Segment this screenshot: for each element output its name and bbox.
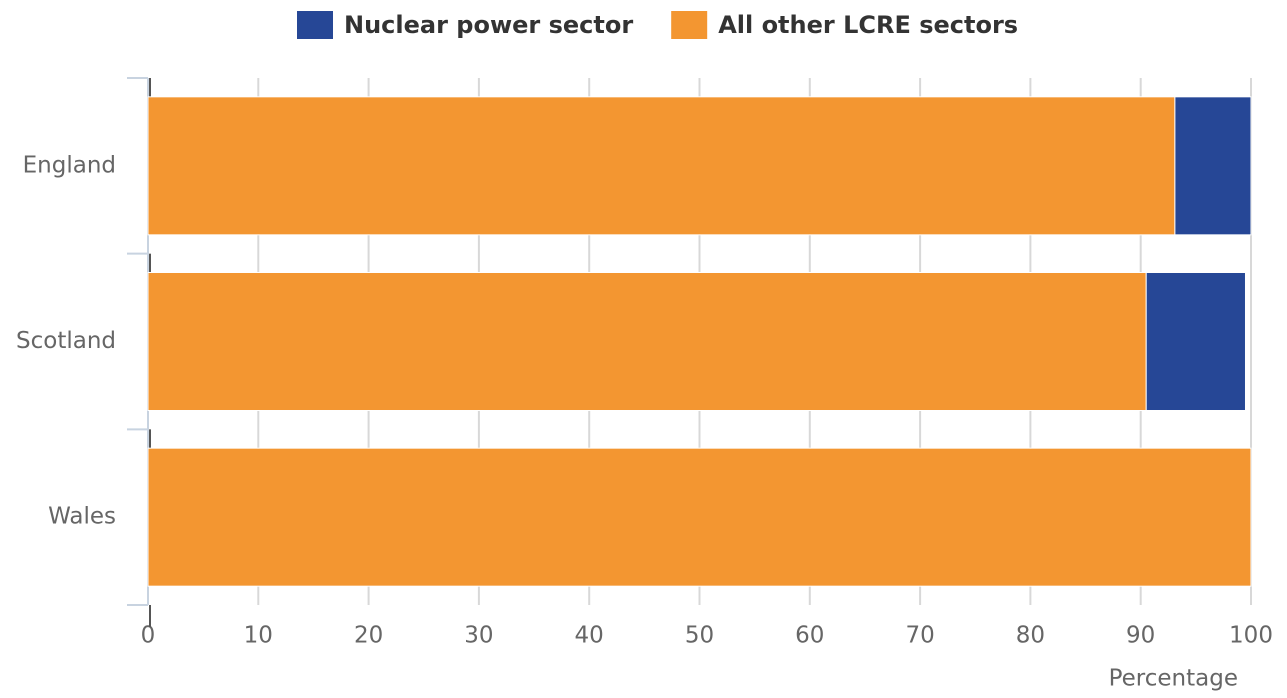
x-axis-title: Percentage bbox=[1109, 666, 1238, 692]
x-tick-label: 70 bbox=[905, 623, 934, 649]
x-tick-label: 30 bbox=[464, 623, 493, 649]
bar bbox=[147, 272, 1147, 411]
x-tick-label: 50 bbox=[685, 623, 714, 649]
bar bbox=[147, 96, 1176, 236]
y-tick-label: Wales bbox=[48, 504, 116, 530]
x-tick-label: 20 bbox=[354, 623, 383, 649]
x-tick-label: 60 bbox=[795, 623, 824, 649]
x-tick-label: 10 bbox=[244, 623, 273, 649]
x-tick-label: 0 bbox=[141, 623, 156, 649]
y-tick-label: England bbox=[23, 152, 116, 178]
y-tick-label: Scotland bbox=[16, 328, 116, 354]
x-tick-label: 100 bbox=[1229, 623, 1273, 649]
x-tick-label: 40 bbox=[575, 623, 604, 649]
legend-label: All other LCRE sectors bbox=[718, 11, 1018, 39]
legend-swatch bbox=[671, 11, 708, 39]
bar bbox=[1145, 272, 1246, 411]
x-tick-label: 80 bbox=[1016, 623, 1045, 649]
bar bbox=[1174, 96, 1252, 236]
bar bbox=[147, 447, 1252, 587]
x-tick-label: 90 bbox=[1126, 623, 1155, 649]
legend-swatch bbox=[297, 11, 333, 39]
legend-label: Nuclear power sector bbox=[344, 11, 633, 39]
